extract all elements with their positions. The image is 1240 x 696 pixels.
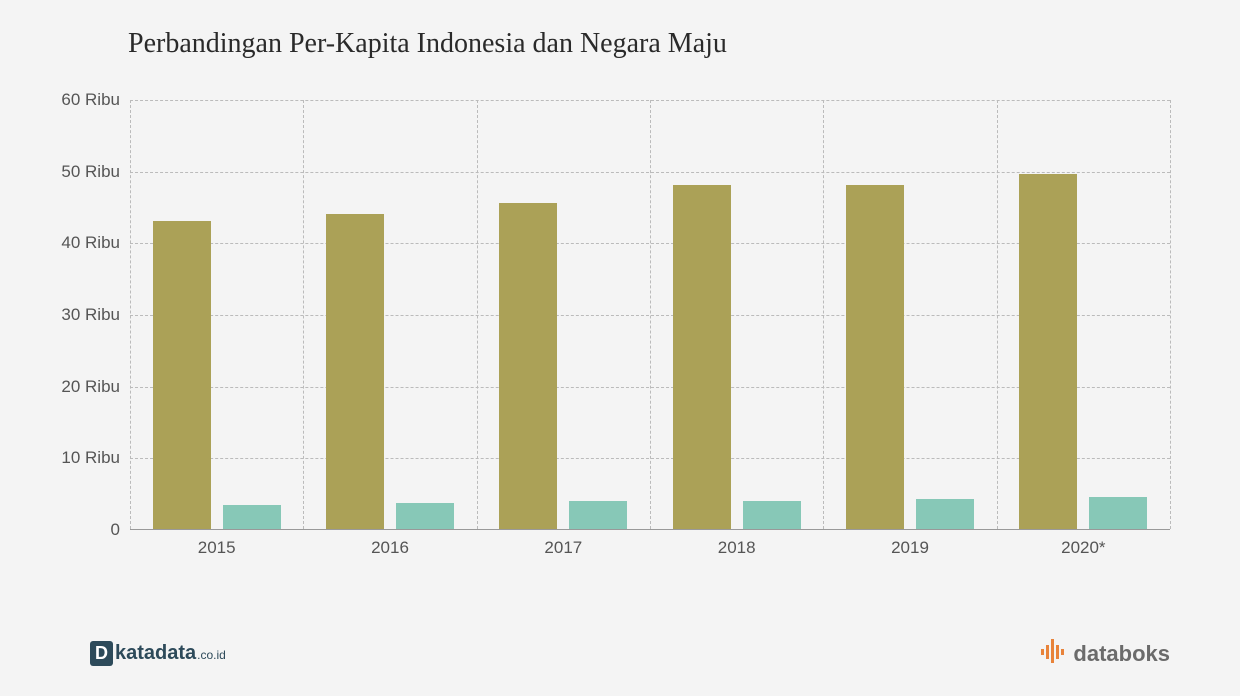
x-axis-label: 2019: [891, 538, 929, 558]
x-axis-label: 2018: [718, 538, 756, 558]
y-axis-label: 60 Ribu: [61, 90, 120, 110]
bar-negara-maju: [1019, 174, 1077, 529]
x-axis-label: 2020*: [1061, 538, 1105, 558]
bar-negara-maju: [499, 203, 557, 529]
bar-negara-maju: [673, 185, 731, 529]
bar-negara-maju: [153, 221, 211, 529]
databoks-logo: databoks: [1041, 639, 1170, 668]
chart-title: Perbandingan Per-Kapita Indonesia dan Ne…: [128, 28, 727, 60]
footer: D katadata .co.id databoks: [90, 639, 1170, 668]
x-axis-label: 2016: [371, 538, 409, 558]
bar-indonesia: [1089, 497, 1147, 529]
y-axis-label: 0: [111, 520, 120, 540]
x-axis-label: 2017: [544, 538, 582, 558]
bar-indonesia: [569, 501, 627, 529]
bar-negara-maju: [846, 185, 904, 529]
x-axis-label: 2015: [198, 538, 236, 558]
vgridline: [477, 100, 478, 529]
vgridline: [303, 100, 304, 529]
vgridline: [650, 100, 651, 529]
bar-indonesia: [743, 501, 801, 529]
bar-indonesia: [396, 503, 454, 529]
y-axis-label: 20 Ribu: [61, 377, 120, 397]
y-axis-label: 40 Ribu: [61, 233, 120, 253]
databoks-text: databoks: [1073, 641, 1170, 667]
y-axis-label: 10 Ribu: [61, 448, 120, 468]
bar-negara-maju: [326, 214, 384, 529]
katadata-logo: D katadata .co.id: [90, 641, 226, 666]
katadata-suffix: .co.id: [197, 648, 226, 662]
bar-indonesia: [223, 505, 281, 529]
vgridline: [997, 100, 998, 529]
vgridline: [823, 100, 824, 529]
plot-region: 010 Ribu20 Ribu30 Ribu40 Ribu50 Ribu60 R…: [130, 100, 1170, 530]
vgridline: [1170, 100, 1171, 529]
bar-indonesia: [916, 499, 974, 529]
chart-area: 010 Ribu20 Ribu30 Ribu40 Ribu50 Ribu60 R…: [130, 100, 1170, 560]
databoks-icon: [1041, 639, 1067, 668]
y-axis-label: 50 Ribu: [61, 162, 120, 182]
y-axis-label: 30 Ribu: [61, 305, 120, 325]
katadata-text: katadata: [115, 642, 196, 665]
katadata-d-icon: D: [90, 641, 113, 666]
vgridline: [130, 100, 131, 529]
